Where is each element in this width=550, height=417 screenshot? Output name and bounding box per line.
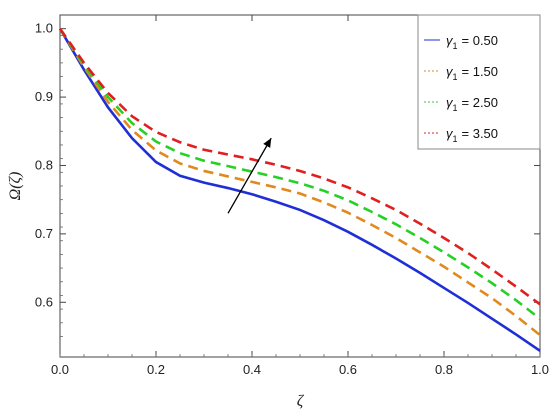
arrow-shaft (227, 137, 272, 214)
legend-symbol: γ (446, 126, 454, 141)
x-axis-label: ζ (297, 393, 305, 410)
legend-subscript: 1 (453, 72, 458, 82)
series-line-1 (58, 28, 541, 352)
x-tick-label: 0.4 (243, 362, 261, 377)
y-tick-label: 0.8 (35, 157, 53, 172)
y-tick-label: 0.7 (35, 226, 53, 241)
x-tick-label: 0.6 (339, 362, 357, 377)
y-axis-label: Ω(ζ) (7, 172, 24, 201)
legend-symbol: γ (446, 64, 454, 79)
y-tick-label: 1.0 (35, 21, 53, 36)
arrow-head (263, 138, 272, 148)
series-layer (58, 27, 541, 352)
legend-subscript: 1 (453, 41, 458, 51)
x-tick-label: 0.2 (147, 362, 165, 377)
axis-ticks: 0.0 0.2 0.4 0.6 0.8 1.0 0.6 0.7 0.8 0.9 1.0 (35, 15, 549, 377)
legend-label-2: γ1 = 1.50 (446, 64, 498, 82)
annotation-arrow (227, 137, 272, 214)
series-line-2 (58, 27, 541, 337)
legend-value: = 0.50 (462, 33, 499, 48)
x-tick-label: 0.8 (435, 362, 453, 377)
legend-subscript: 1 (453, 103, 458, 113)
legend-symbol: γ (446, 95, 454, 110)
legend-value: = 2.50 (462, 95, 499, 110)
x-tick-label: 0.0 (51, 362, 69, 377)
x-tick-label: 1.0 (531, 362, 549, 377)
legend-label-1: γ1 = 0.50 (446, 33, 498, 51)
y-tick-label: 0.6 (35, 294, 53, 309)
legend-subscript: 1 (453, 134, 458, 144)
legend-symbol: γ (446, 33, 454, 48)
legend-label-4: γ1 = 3.50 (446, 126, 498, 144)
legend-value: = 1.50 (462, 64, 499, 79)
series-line-4 (58, 27, 541, 306)
legend-box (417, 14, 541, 150)
legend-label-3: γ1 = 2.50 (446, 95, 498, 113)
series-line-3 (58, 27, 541, 320)
legend-value: = 3.50 (462, 126, 499, 141)
y-tick-label: 0.9 (35, 89, 53, 104)
